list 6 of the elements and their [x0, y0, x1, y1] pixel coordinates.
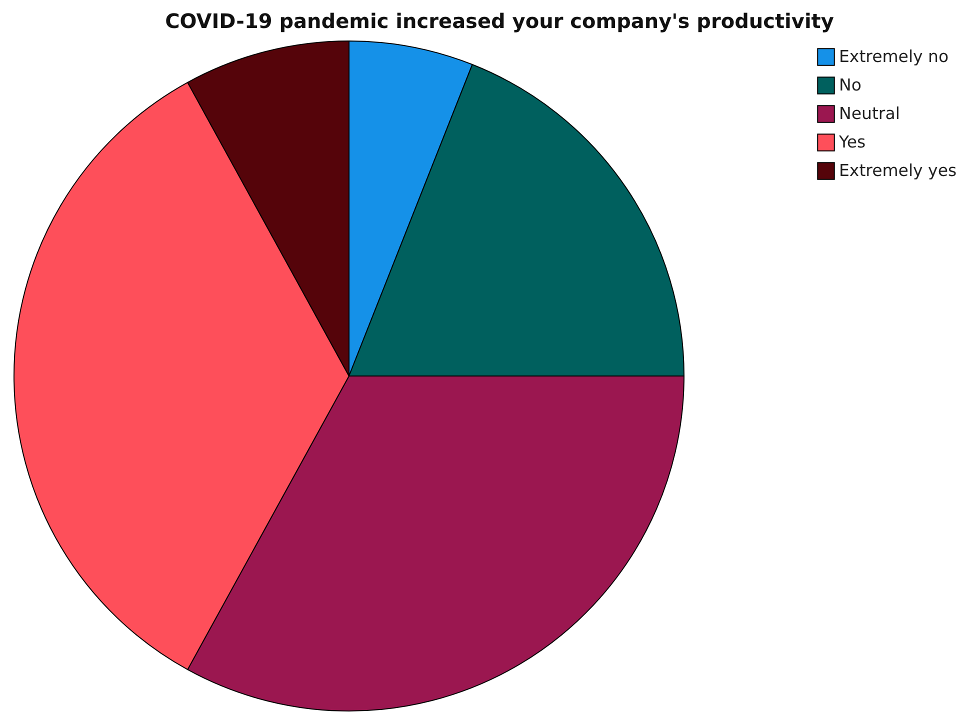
legend-label: No: [839, 76, 862, 94]
legend-label: Neutral: [839, 104, 900, 123]
chart-title: COVID-19 pandemic increased your company's productivity: [165, 9, 834, 33]
legend-label: Extremely yes: [839, 161, 957, 180]
legend-label: Extremely no: [839, 47, 949, 66]
legend-label: Yes: [838, 132, 866, 152]
